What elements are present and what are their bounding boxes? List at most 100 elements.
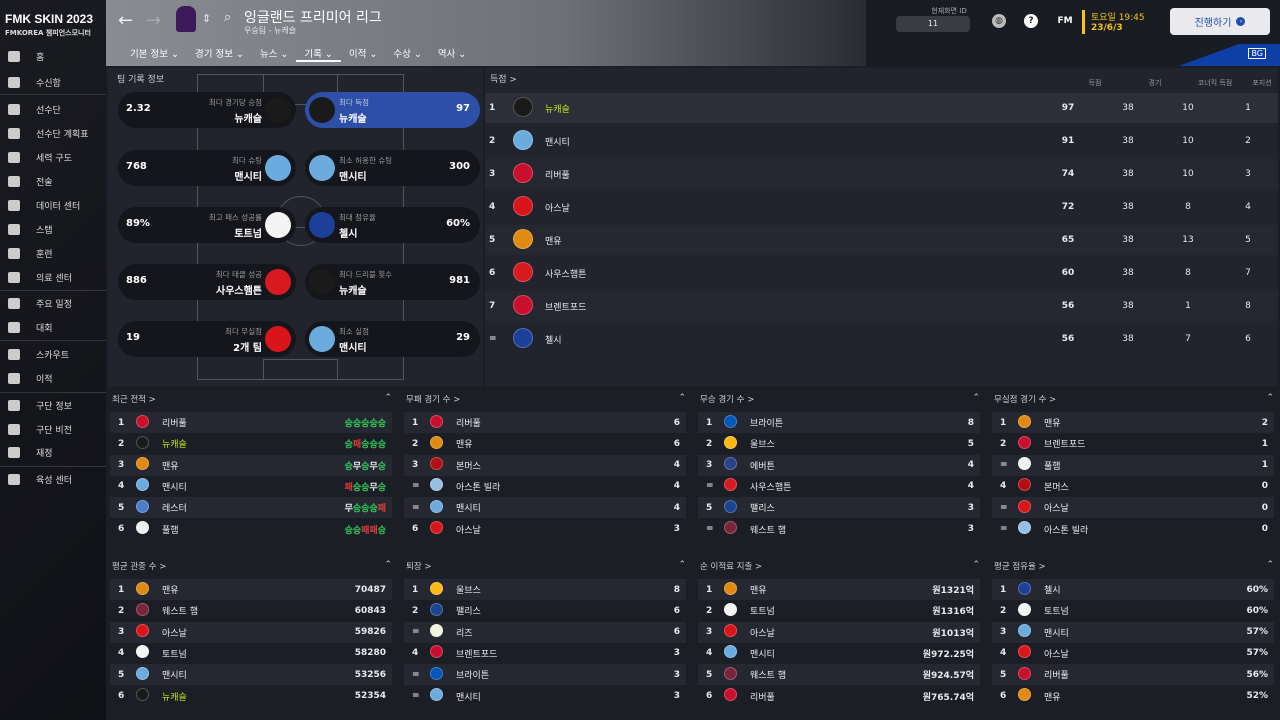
list-item[interactable]: = 아스톤 빌라 4 (404, 476, 686, 497)
list-item[interactable]: 4 맨시티 원972.25억 (698, 643, 980, 664)
list-item[interactable]: 1 맨유 2 (992, 412, 1274, 433)
column-header[interactable]: 포지션 (1252, 79, 1272, 87)
list-item[interactable]: 6 아스날 3 (404, 519, 686, 540)
list-item[interactable]: = 맨시티 4 (404, 497, 686, 519)
sidebar-item[interactable]: 이적 (0, 367, 106, 389)
list-item[interactable]: 3 아스날 59826 (110, 621, 392, 643)
back-arrow-icon[interactable]: ← (118, 10, 134, 31)
team-name[interactable]: 브렌트포드 (1044, 440, 1086, 451)
team-name[interactable]: 팰리스 (750, 504, 775, 515)
record-card[interactable]: 최다 득점 뉴캐슬 97 (305, 92, 480, 128)
team-name[interactable]: 첼시 (545, 335, 562, 346)
list-item[interactable]: 5 맨시티 53256 (110, 664, 392, 686)
record-card[interactable]: 최다 드리블 횟수 뉴캐슬 981 (305, 264, 480, 300)
list-item[interactable]: 3 아스날 원1013억 (698, 621, 980, 643)
team-name[interactable]: 맨유 (162, 461, 179, 472)
list-item[interactable]: = 웨스트 햄 3 (698, 519, 980, 540)
list-item[interactable]: 1 맨유 70487 (110, 579, 392, 600)
sidebar-item[interactable]: 구단 정보 (0, 394, 106, 416)
team-name[interactable]: 본머스 (456, 461, 481, 472)
bg-toggle-icon[interactable]: BG (1248, 48, 1266, 59)
list-item[interactable]: 6 풀햄 승승패패승 (110, 519, 392, 540)
record-card[interactable]: 최소 허용한 슈팅 맨시티 300 (305, 150, 480, 186)
list-item[interactable]: 2 웨스트 햄 60843 (110, 600, 392, 621)
record-card[interactable]: 최대 점유율 첼시 60% (305, 207, 480, 243)
team-name[interactable]: 아스톤 빌라 (456, 482, 501, 493)
sidebar-item[interactable]: 재정 (0, 441, 106, 463)
team-name[interactable]: 아스날 (545, 203, 570, 214)
panel-title[interactable]: 평균 점유율 > (994, 562, 1046, 572)
team-name[interactable]: 맨시티 (162, 482, 187, 493)
team-name[interactable]: 웨스트 햄 (162, 607, 198, 618)
team-name[interactable]: 리버풀 (545, 170, 570, 181)
tab-3[interactable]: 기록 ⌄ (296, 46, 341, 62)
team-name[interactable]: 첼시 (1044, 586, 1061, 596)
panel-title[interactable]: 평균 관중 수 > (112, 562, 167, 572)
record-card[interactable]: 19 최다 무실점 2개 팀 (118, 321, 296, 357)
screen-id-field[interactable]: 11 (896, 16, 970, 32)
team-name[interactable]: 리버풀 (456, 419, 481, 429)
list-item[interactable]: = 사우스햄튼 4 (698, 476, 980, 497)
collapse-chevron-icon[interactable]: ⌃ (1266, 560, 1274, 570)
collapse-chevron-icon[interactable]: ⌃ (1266, 393, 1274, 403)
team-name[interactable]: 아스날 (456, 525, 481, 536)
sidebar-item[interactable]: 훈련 (0, 242, 106, 264)
forward-arrow-icon[interactable]: → (146, 10, 162, 31)
team-name[interactable]: 웨스트 햄 (750, 525, 786, 536)
team-name[interactable]: 맨시티 (456, 504, 481, 515)
team-name[interactable]: 맨시티 (545, 137, 570, 148)
team-name[interactable]: 브렌트포드 (456, 649, 498, 660)
team-name[interactable]: 토트넘 (1044, 607, 1069, 618)
table-row[interactable]: = 첼시 56 38 7 6 (485, 324, 1278, 354)
list-item[interactable]: 2 팰리스 6 (404, 600, 686, 621)
team-name[interactable]: 아스날 (162, 628, 187, 639)
record-card[interactable]: 89% 최고 패스 성공률 토트넘 (118, 207, 296, 243)
list-item[interactable]: 5 리버풀 56% (992, 664, 1274, 686)
team-name[interactable]: 브라이튼 (750, 419, 784, 429)
league-switch-icon[interactable]: ⇕ (202, 12, 212, 25)
team-name[interactable]: 뉴캐슬 (162, 440, 187, 451)
record-card[interactable]: 2.32 최다 경기당 승점 뉴캐슬 (118, 92, 296, 128)
tab-6[interactable]: 역사 ⌄ (437, 49, 467, 60)
team-name[interactable]: 리버풀 (750, 692, 775, 703)
list-item[interactable]: 1 브라이튼 8 (698, 412, 980, 433)
list-item[interactable]: = 리즈 6 (404, 621, 686, 643)
list-item[interactable]: 5 팰리스 3 (698, 497, 980, 519)
list-item[interactable]: 2 브렌트포드 1 (992, 433, 1274, 454)
list-item[interactable]: 1 맨유 원1321억 (698, 579, 980, 600)
team-name[interactable]: 리버풀 (1044, 671, 1069, 682)
panel-title[interactable]: 순 이적료 지출 > (700, 562, 763, 572)
list-item[interactable]: 1 첼시 60% (992, 579, 1274, 600)
record-card[interactable]: 최소 실점 맨시티 29 (305, 321, 480, 357)
team-name[interactable]: 사우스햄튼 (545, 269, 587, 280)
globe-icon[interactable]: ◍ (992, 14, 1006, 28)
collapse-chevron-icon[interactable]: ⌃ (678, 560, 686, 570)
list-item[interactable]: 2 토트넘 60% (992, 600, 1274, 621)
list-item[interactable]: 3 맨유 승무승무승 (110, 454, 392, 476)
team-name[interactable]: 뉴캐슬 (545, 104, 570, 115)
team-name[interactable]: 브렌트포드 (545, 302, 587, 313)
sidebar-item[interactable]: 세력 구도 (0, 146, 106, 168)
tab-5[interactable]: 수상 ⌄ (393, 49, 422, 60)
team-name[interactable]: 풀햄 (1044, 461, 1061, 472)
search-icon[interactable]: ⌕ (224, 10, 232, 25)
list-item[interactable]: 3 본머스 4 (404, 454, 686, 476)
panel-title[interactable]: 무실점 경기 수 > (994, 395, 1057, 405)
team-name[interactable]: 웨스트 햄 (750, 671, 786, 682)
team-name[interactable]: 맨유 (1044, 419, 1061, 429)
team-name[interactable]: 풀햄 (162, 525, 179, 536)
list-item[interactable]: 4 아스날 57% (992, 643, 1274, 664)
tab-1[interactable]: 경기 정보 ⌄ (194, 49, 244, 60)
team-name[interactable]: 리즈 (456, 628, 473, 639)
team-name[interactable]: 아스날 (1044, 649, 1069, 660)
tab-2[interactable]: 뉴스 ⌄ (259, 49, 289, 60)
team-name[interactable]: 아스날 (750, 628, 775, 639)
list-item[interactable]: 6 뉴캐슬 52354 (110, 686, 392, 707)
record-card[interactable]: 768 최다 슈팅 맨시티 (118, 150, 296, 186)
list-item[interactable]: 2 울브스 5 (698, 433, 980, 454)
list-item[interactable]: 1 울브스 8 (404, 579, 686, 600)
tab-0[interactable]: 기본 정보 ⌄ (130, 49, 179, 60)
record-card[interactable]: 886 최다 태클 성공 사우스햄튼 (118, 264, 296, 300)
list-item[interactable]: 2 맨유 6 (404, 433, 686, 454)
team-name[interactable]: 맨시티 (162, 671, 187, 682)
